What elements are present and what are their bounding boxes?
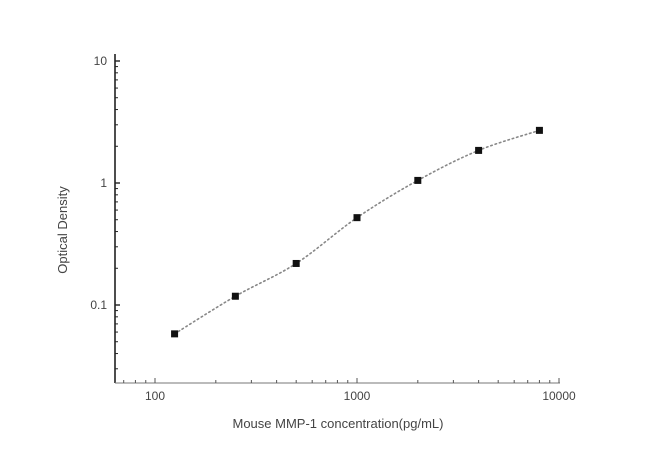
y-tick-label: 0.1 <box>90 298 107 312</box>
data-points <box>171 126 543 338</box>
data-point-marker <box>475 146 483 154</box>
axes: 0.1 1 10 100 1000 10000 <box>90 54 576 403</box>
y-tick-label: 10 <box>94 54 108 68</box>
data-point-marker <box>231 292 239 300</box>
x-tick-label: 1000 <box>344 389 371 403</box>
fit-line <box>173 129 541 335</box>
y-tick-label: 1 <box>100 176 107 190</box>
data-point-marker <box>292 259 300 267</box>
data-point-marker <box>171 330 179 338</box>
x-tick-label: 100 <box>145 389 165 403</box>
data-point-marker <box>535 126 543 134</box>
data-point-marker <box>353 214 361 222</box>
x-axis-title: Mouse MMP-1 concentration(pg/mL) <box>233 416 444 431</box>
data-point-marker <box>414 176 422 184</box>
fit-curve <box>173 129 541 335</box>
y-axis-title: Optical Density <box>55 186 70 274</box>
x-tick-label: 10000 <box>542 389 576 403</box>
